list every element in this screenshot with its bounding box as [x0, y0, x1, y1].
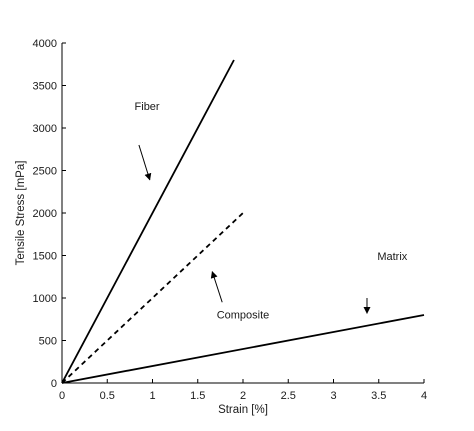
x-tick-label: 2.5: [281, 390, 296, 402]
annotation-label-fiber: Fiber: [135, 101, 160, 113]
plot-area: [61, 59, 425, 384]
x-axis-label: Strain [%]: [218, 404, 268, 416]
y-tick-label: 3000: [33, 123, 57, 135]
x-tick-label: 3.5: [371, 390, 386, 402]
y-tick-label: 500: [39, 336, 57, 348]
y-tick-label: 1000: [33, 293, 57, 305]
y-tick-label: 2000: [33, 208, 57, 220]
x-tick-label: 3: [330, 390, 336, 402]
annotations: Fiber Composite Matrix: [135, 101, 408, 321]
axes: 0 0.5 1 1.5 2 2.5 3 3.5 4 0 500 1000 1500 2000 2500 300…: [33, 38, 428, 402]
x-tick-label: 1: [149, 390, 155, 402]
annotation-label-composite: Composite: [217, 309, 270, 321]
y-tick-label: 0: [51, 378, 57, 390]
series-line-fiber: [61, 59, 235, 384]
y-tick-label: 1500: [33, 251, 57, 263]
y-tick-label: 2500: [33, 166, 57, 178]
annotation-arrow-fiber: [138, 144, 152, 181]
x-tick-label: 0: [59, 390, 65, 402]
series-line-matrix: [61, 314, 425, 384]
y-tick-label: 3500: [33, 81, 57, 93]
annotation-arrow-composite: [210, 270, 223, 303]
x-tick-label: 2: [240, 390, 246, 402]
y-tick-label: 4000: [33, 38, 57, 50]
annotation-label-matrix: Matrix: [377, 251, 407, 263]
x-tick-label: 4: [421, 390, 427, 402]
series-line-composite: [61, 212, 244, 384]
x-tick-label: 0.5: [100, 390, 115, 402]
x-tick-label: 1.5: [190, 390, 205, 402]
y-axis-label: Tensile Stress [mPa]: [15, 161, 27, 266]
